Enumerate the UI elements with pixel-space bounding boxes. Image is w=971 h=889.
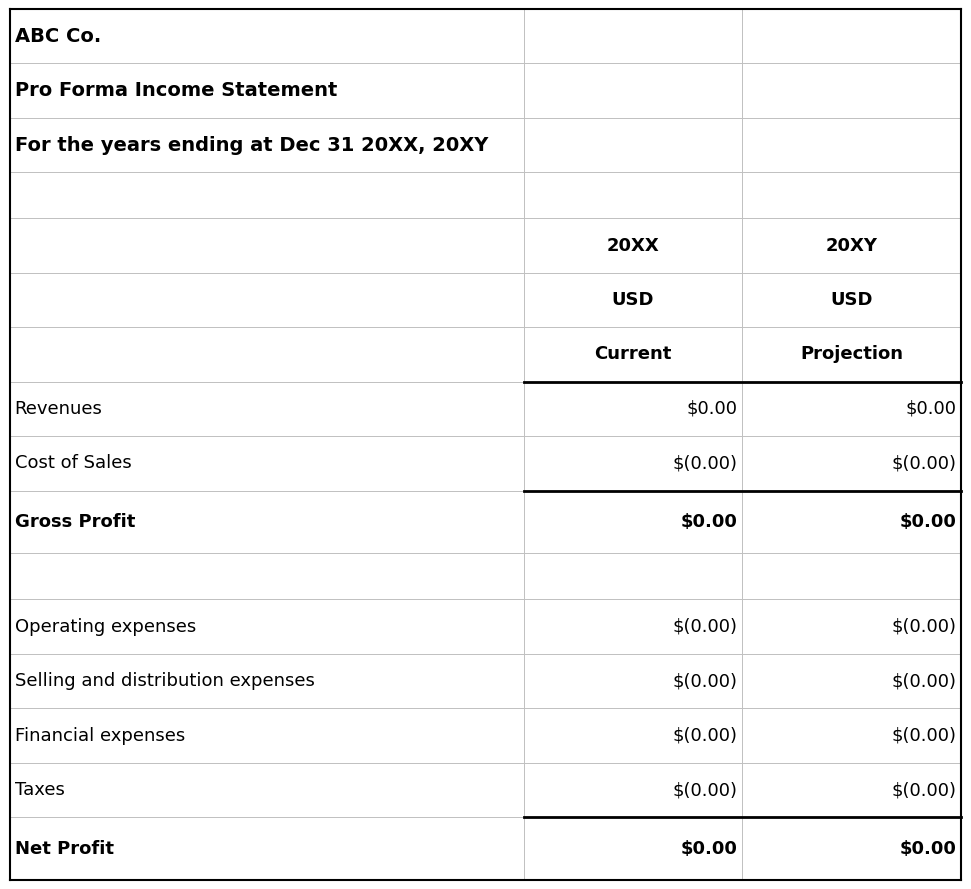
Text: Financial expenses: Financial expenses [15, 726, 184, 745]
Text: Gross Profit: Gross Profit [15, 513, 135, 531]
Text: $0.00: $0.00 [681, 840, 738, 858]
Text: $(0.00): $(0.00) [891, 781, 956, 799]
Text: Net Profit: Net Profit [15, 840, 114, 858]
Text: USD: USD [830, 291, 873, 309]
Text: $(0.00): $(0.00) [891, 454, 956, 472]
Text: $(0.00): $(0.00) [891, 618, 956, 636]
Text: Pro Forma Income Statement: Pro Forma Income Statement [15, 81, 337, 100]
Text: 20XX: 20XX [607, 236, 659, 254]
Text: Cost of Sales: Cost of Sales [15, 454, 131, 472]
Text: Revenues: Revenues [15, 400, 102, 418]
Text: $(0.00): $(0.00) [891, 726, 956, 745]
Text: $0.00: $0.00 [905, 400, 956, 418]
Text: Selling and distribution expenses: Selling and distribution expenses [15, 672, 315, 690]
Text: For the years ending at Dec 31 20XX, 20XY: For the years ending at Dec 31 20XX, 20X… [15, 135, 488, 155]
Text: $(0.00): $(0.00) [673, 454, 738, 472]
Text: $(0.00): $(0.00) [673, 726, 738, 745]
Text: $0.00: $0.00 [681, 513, 738, 531]
Text: Current: Current [594, 346, 672, 364]
Text: $(0.00): $(0.00) [891, 672, 956, 690]
Text: $0.00: $0.00 [686, 400, 738, 418]
Text: USD: USD [612, 291, 654, 309]
Text: Projection: Projection [800, 346, 903, 364]
Text: Operating expenses: Operating expenses [15, 618, 196, 636]
Text: $(0.00): $(0.00) [673, 781, 738, 799]
Text: $(0.00): $(0.00) [673, 618, 738, 636]
Text: $0.00: $0.00 [899, 840, 956, 858]
Text: 20XY: 20XY [826, 236, 878, 254]
Text: $(0.00): $(0.00) [673, 672, 738, 690]
Text: ABC Co.: ABC Co. [15, 27, 101, 45]
Text: Taxes: Taxes [15, 781, 64, 799]
Text: $0.00: $0.00 [899, 513, 956, 531]
